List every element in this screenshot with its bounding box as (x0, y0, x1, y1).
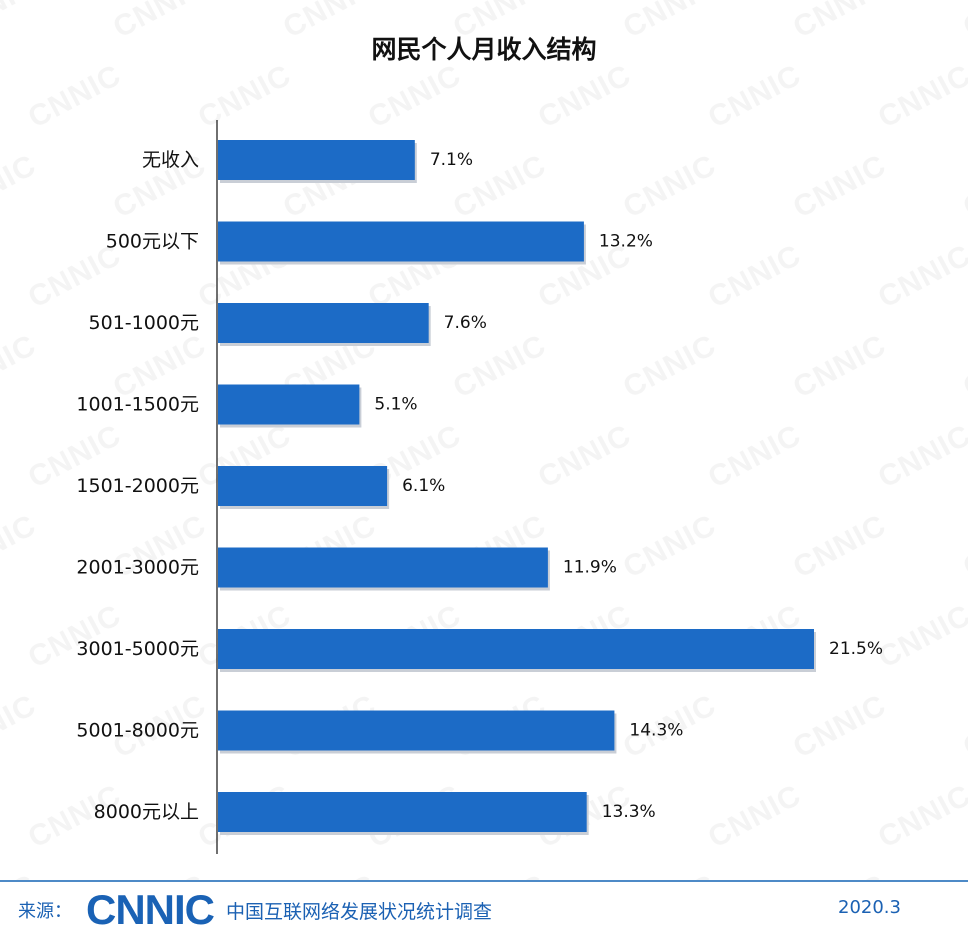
value-label: 13.2% (599, 232, 653, 252)
source-footer: 来源： CNNIC 中国互联网络发展状况统计调查 2020.3 (0, 880, 968, 936)
bar (218, 303, 429, 343)
bar (218, 547, 548, 588)
value-label: 13.3% (602, 802, 656, 822)
category-label: 500元以下 (106, 231, 199, 253)
bars-layer: 无收入 7.1% 500元以下 13.2% 501-1000元 7.6% 1001-1500… (76, 140, 883, 835)
source-label: 来源： (18, 901, 72, 922)
report-date: 2020.3 (838, 897, 901, 918)
bar (218, 140, 415, 180)
cnnic-logo: CNNIC (86, 886, 215, 933)
category-label: 1501-2000元 (76, 475, 199, 497)
category-label: 501-1000元 (89, 312, 199, 334)
bar (218, 792, 587, 832)
category-label: 5001-8000元 (76, 720, 199, 742)
bar (218, 384, 360, 425)
bar (218, 710, 615, 751)
bar (218, 629, 814, 669)
value-label: 5.1% (374, 395, 417, 415)
value-label: 7.6% (444, 313, 487, 333)
value-label: 14.3% (629, 721, 683, 741)
category-label: 2001-3000元 (76, 557, 199, 579)
value-label: 7.1% (430, 150, 473, 170)
category-label: 无收入 (142, 149, 199, 171)
chart-title: 网民个人月收入结构 (371, 35, 597, 64)
category-label: 1001-1500元 (76, 394, 199, 416)
value-label: 11.9% (563, 558, 617, 578)
bar (218, 221, 584, 262)
value-label: 6.1% (402, 476, 445, 496)
bar (218, 466, 388, 506)
category-label: 3001-5000元 (76, 638, 199, 660)
value-label: 21.5% (829, 639, 883, 659)
income-bar-chart: 无收入 7.1% 500元以下 13.2% 501-1000元 7.6% 1001-1500… (76, 120, 883, 854)
organization-name: 中国互联网络发展状况统计调查 (226, 901, 493, 923)
category-label: 8000元以上 (94, 801, 199, 823)
